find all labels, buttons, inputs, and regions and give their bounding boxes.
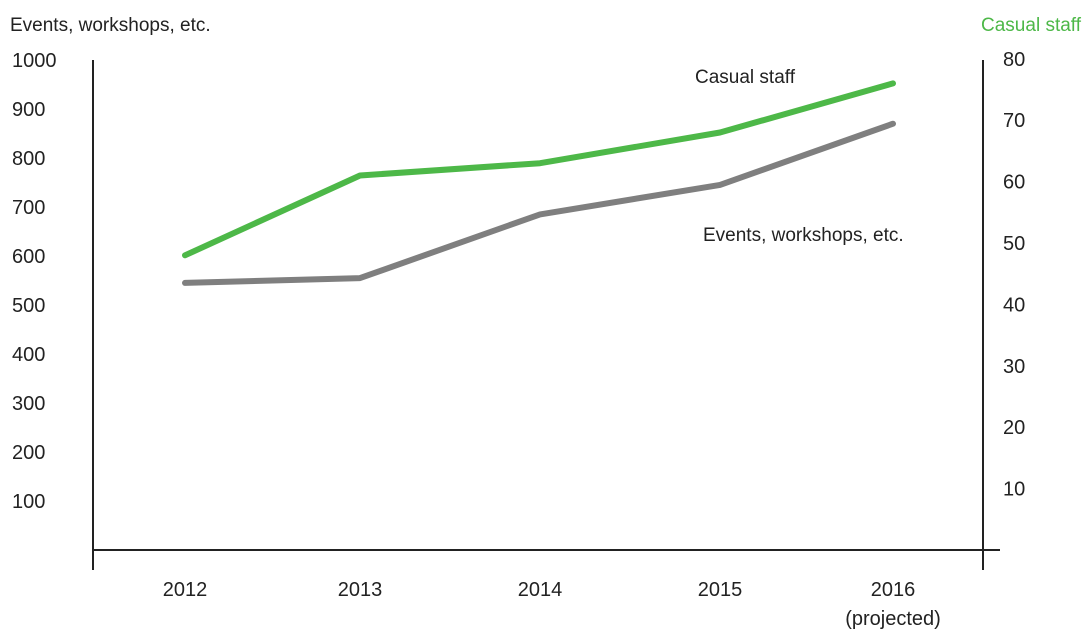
- x-tick-label: 2014: [518, 579, 563, 601]
- left-tick-label: 1000: [12, 50, 57, 72]
- left-tick-label: 700: [12, 197, 45, 219]
- left-tick-label: 600: [12, 246, 45, 268]
- series-label-events: Events, workshops, etc.: [703, 225, 904, 246]
- left-tick-label: 300: [12, 393, 45, 415]
- right-tick-label: 10: [1003, 479, 1025, 501]
- right-tick-label: 30: [1003, 356, 1025, 378]
- series-label-casual-staff: Casual staff: [695, 67, 796, 88]
- left-tick-label: 200: [12, 442, 45, 464]
- x-tick-sublabel: (projected): [845, 608, 941, 630]
- series-line-casual-staff: [182, 80, 896, 259]
- right-tick-label: 40: [1003, 294, 1025, 316]
- left-axis-ticks: 100 200 300 400 500 600 700 800 900 1000: [12, 50, 57, 513]
- x-tick-label: 2012: [163, 579, 208, 601]
- series-line-events: [182, 120, 896, 286]
- right-tick-label: 20: [1003, 417, 1025, 439]
- series-lines: [182, 80, 896, 286]
- left-tick-label: 800: [12, 148, 45, 170]
- right-tick-label: 60: [1003, 172, 1025, 194]
- left-tick-label: 500: [12, 295, 45, 317]
- left-tick-label: 100: [12, 491, 45, 513]
- right-tick-label: 50: [1003, 233, 1025, 255]
- right-axis-title: Casual staff: [981, 15, 1082, 36]
- left-tick-label: 900: [12, 99, 45, 121]
- left-axis-title: Events, workshops, etc.: [10, 15, 211, 36]
- x-tick-label: 2015: [698, 579, 743, 601]
- right-tick-label: 80: [1003, 49, 1025, 71]
- left-tick-label: 400: [12, 344, 45, 366]
- x-axis-ticks: 2012 2013 2014 2015 2016 (projected): [163, 579, 941, 630]
- right-tick-label: 70: [1003, 110, 1025, 132]
- right-axis-ticks: 10 20 30 40 50 60 70 80: [1003, 49, 1025, 501]
- x-tick-label: 2013: [338, 579, 383, 601]
- x-tick-label: 2016: [871, 579, 916, 601]
